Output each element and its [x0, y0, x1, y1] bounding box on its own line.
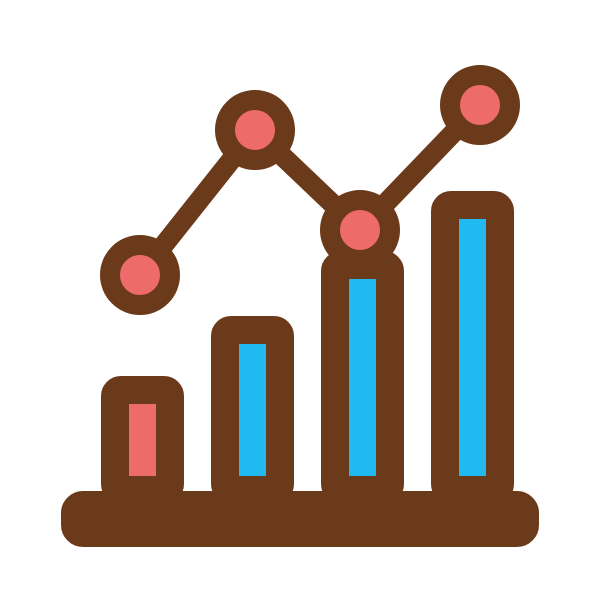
trend-node-1 — [110, 245, 170, 305]
trend-node-2 — [225, 100, 285, 160]
trend-node-4 — [450, 75, 510, 135]
trend-line-group — [140, 105, 480, 275]
trend-node-3 — [330, 200, 390, 260]
chart-base-outline — [75, 505, 525, 533]
analytics-chart-icon — [0, 0, 600, 600]
